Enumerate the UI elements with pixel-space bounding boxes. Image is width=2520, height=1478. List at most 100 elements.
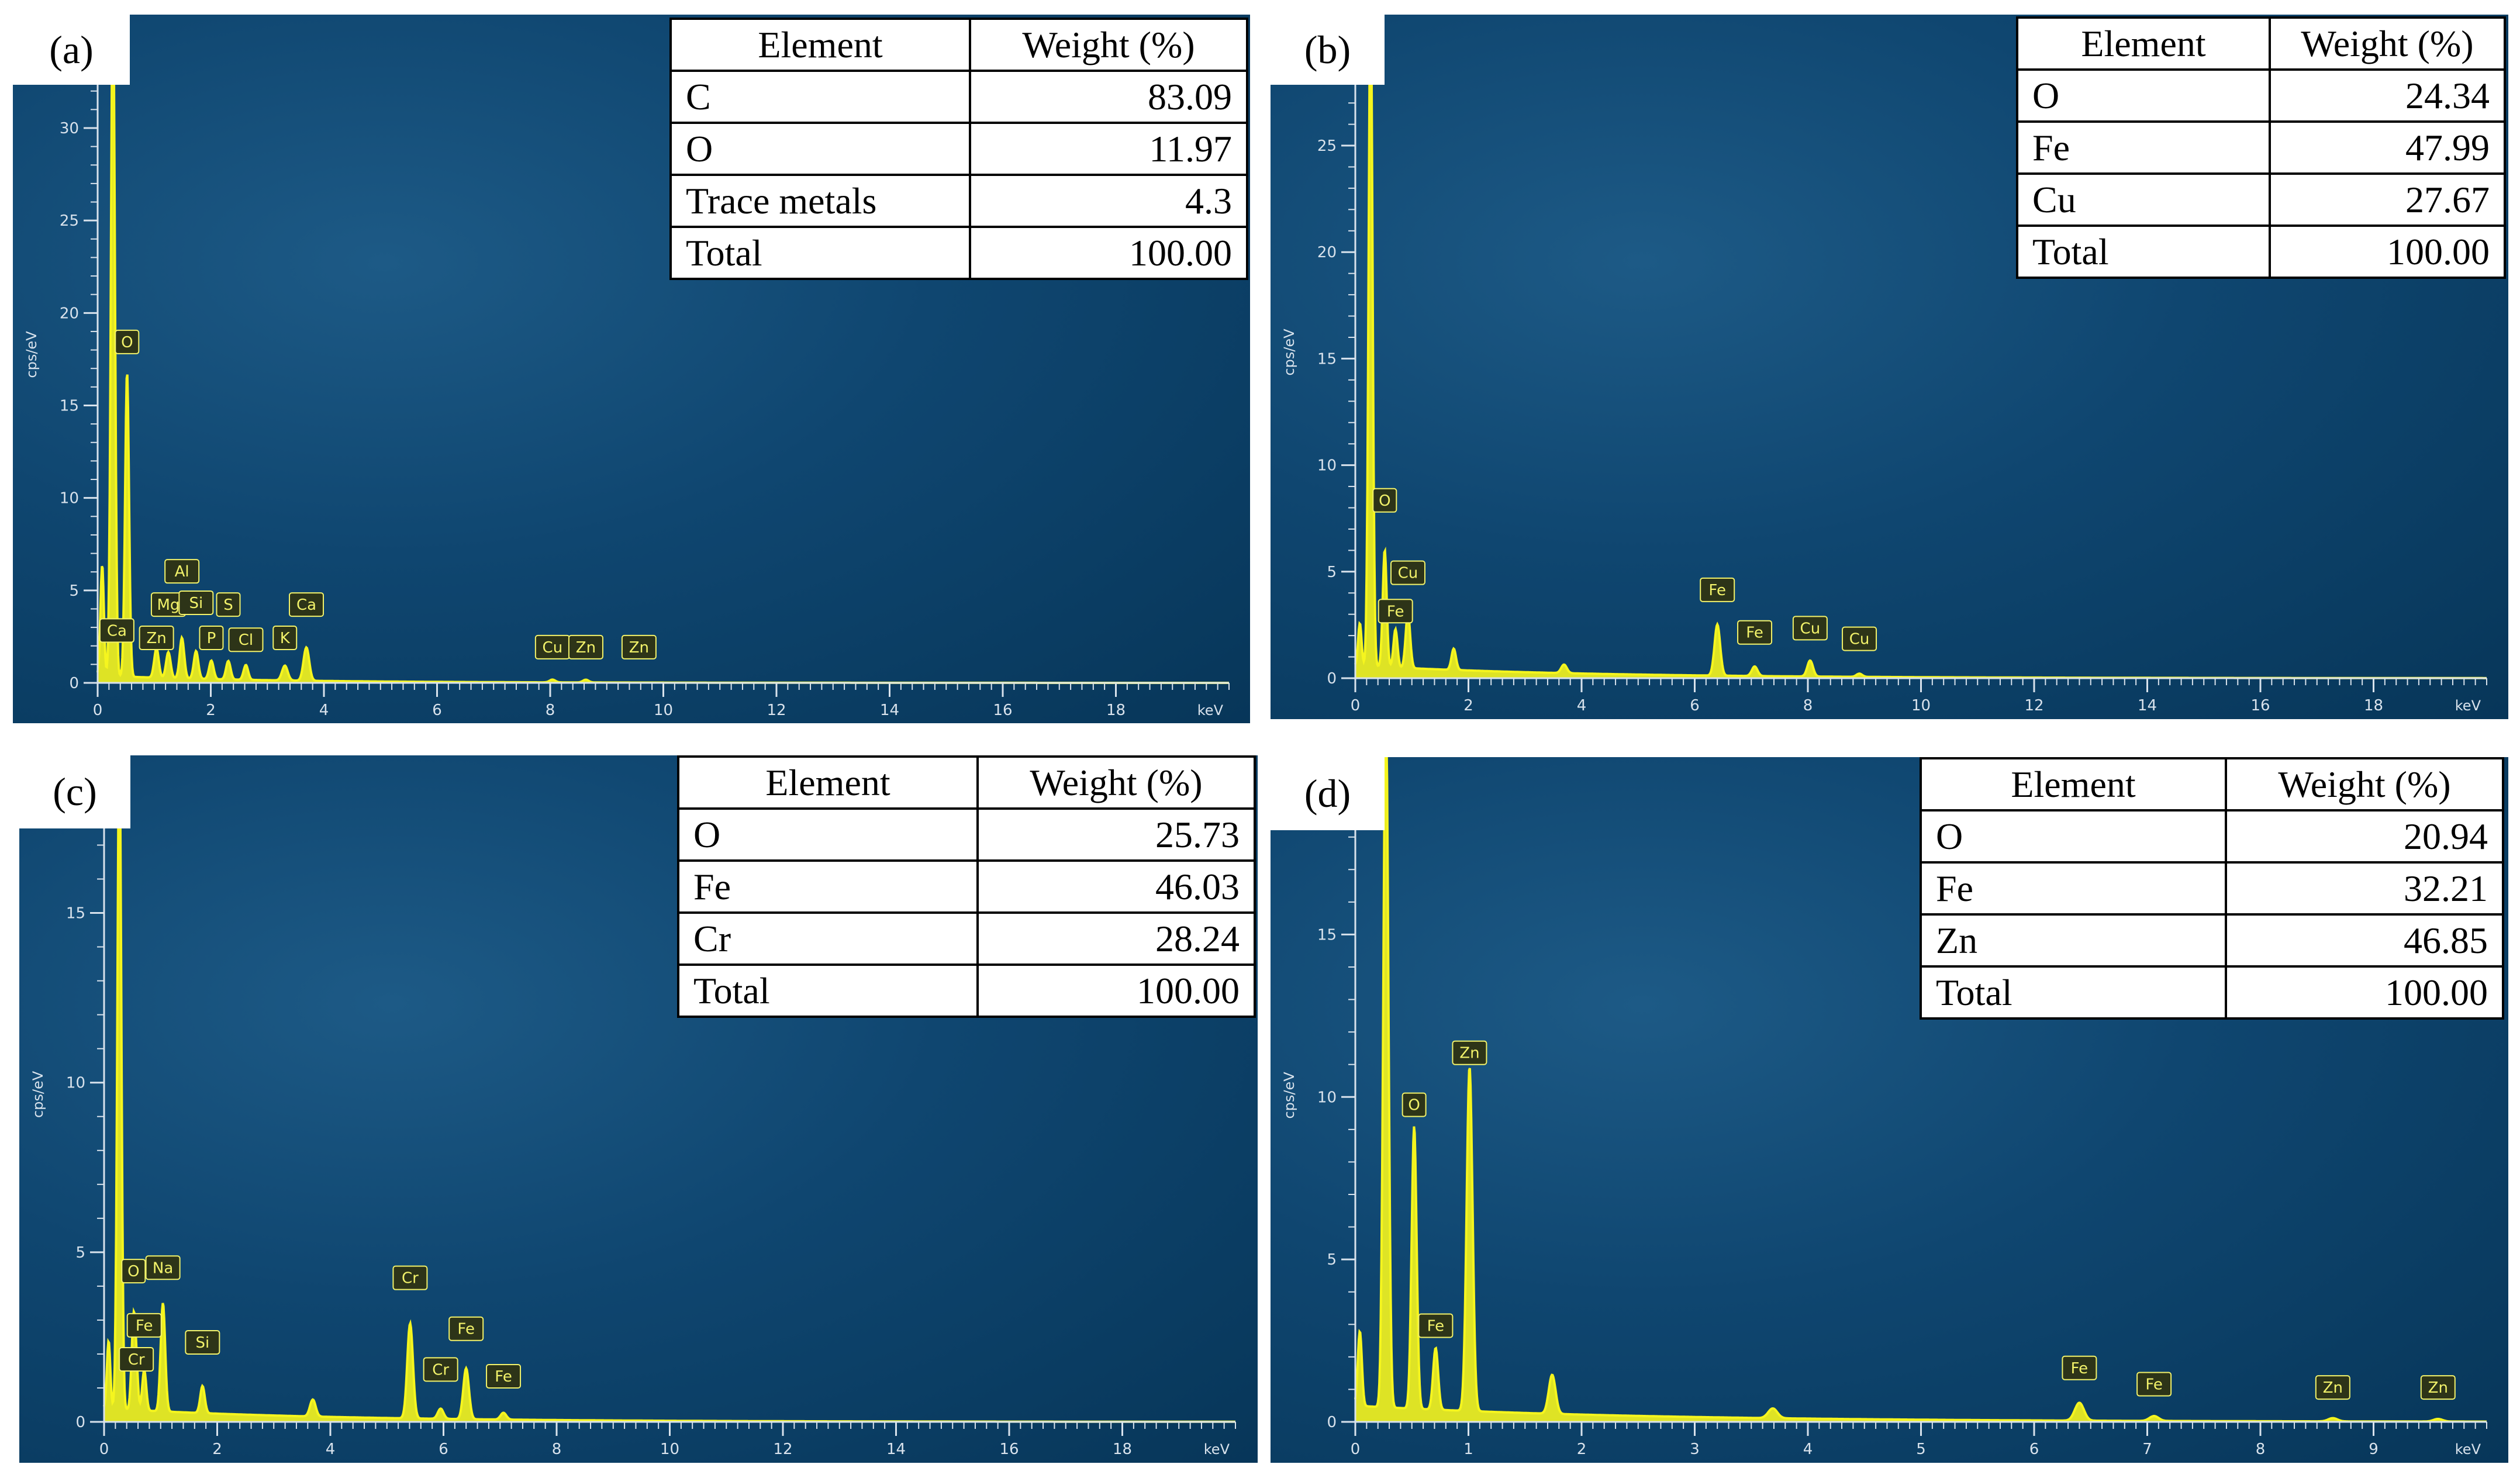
panel-label-b: (b)	[1271, 15, 1385, 85]
table-row: O 24.34	[2016, 68, 2506, 123]
x-axis-label: keV	[1204, 1441, 1230, 1458]
x-tick-label: 18	[1113, 1441, 1132, 1458]
element-tag-box	[1390, 560, 1425, 585]
element-tag-box	[99, 618, 134, 643]
element-tag-label: Mg	[157, 596, 179, 614]
element-tag-box	[228, 627, 264, 652]
element-tag-label: Zn	[576, 639, 596, 657]
element-tag-label: O	[1379, 492, 1390, 510]
element-tag-box	[568, 634, 603, 659]
element-tag-label: Cu	[1800, 620, 1821, 637]
element-tag-label: Cu	[543, 639, 563, 657]
table-row: Total 100.00	[2016, 225, 2506, 279]
element-column-header: Element	[2016, 16, 2271, 71]
y-tick-label: 5	[1327, 564, 1337, 581]
element-tag-label: Cr	[128, 1351, 145, 1369]
element-tag-label: P	[207, 630, 216, 647]
y-tick-label: 10	[1317, 457, 1337, 475]
x-tick-label: 5	[1916, 1441, 1926, 1458]
x-tick-label: 14	[2138, 697, 2157, 714]
element-tag-box	[145, 1255, 181, 1280]
y-axis-label: cps/eV	[1281, 329, 1297, 376]
weight-cell: 32.21	[2225, 861, 2504, 916]
element-tag-box	[423, 1357, 458, 1382]
x-tick-label: 6	[2029, 1441, 2039, 1458]
table-row: Total 100.00	[1920, 965, 2504, 1020]
element-column-header: Element	[1920, 757, 2227, 811]
element-tag-label: Si	[189, 595, 203, 612]
element-cell: Zn	[1920, 913, 2227, 968]
y-axis-label: cps/eV	[1281, 1072, 1297, 1119]
element-tag-label: Ca	[107, 622, 127, 640]
element-tag-box	[1792, 616, 1828, 641]
element-tag-label: Fe	[457, 1321, 475, 1338]
y-tick-label: 0	[69, 675, 79, 692]
x-tick-label: 0	[1351, 697, 1361, 714]
y-tick-label: 20	[1317, 244, 1337, 261]
element-tag-box	[2420, 1375, 2456, 1400]
x-tick-label: 4	[1803, 1441, 1813, 1458]
x-tick-label: 8	[1803, 697, 1813, 714]
table-row: Fe 46.03	[677, 859, 1256, 914]
weight-cell: 100.00	[976, 964, 1256, 1018]
element-cell: O	[1920, 809, 2227, 864]
panel-label-c: (c)	[19, 755, 130, 828]
y-tick-label: 15	[1317, 350, 1337, 368]
x-tick-label: 1	[1463, 1441, 1473, 1458]
element-tag-label: Si	[195, 1334, 209, 1352]
element-cell: C	[669, 70, 971, 124]
element-tag-box	[1737, 620, 1773, 645]
weight-cell: 100.00	[2269, 225, 2506, 279]
x-tick-label: 18	[2364, 697, 2383, 714]
table-header-row: Element Weight (%)	[677, 755, 1256, 810]
y-tick-label: 5	[69, 582, 79, 600]
element-tag-box	[392, 1265, 428, 1290]
element-tag-box	[199, 626, 224, 651]
x-tick-label: 14	[886, 1441, 906, 1458]
element-tag-label: Zn	[2428, 1379, 2448, 1397]
element-tag-box	[2062, 1355, 2097, 1380]
x-tick-label: 2	[206, 702, 216, 719]
element-tag-box	[1842, 626, 1877, 651]
element-cell: Total	[677, 964, 979, 1018]
table-row: Cu 27.67	[2016, 172, 2506, 227]
element-tag-box	[1418, 1313, 1454, 1338]
x-tick-label: 16	[999, 1441, 1019, 1458]
element-tag-label: K	[280, 630, 291, 647]
element-tag-box	[216, 592, 241, 617]
element-cell: Total	[2016, 225, 2271, 279]
element-tag-box	[1378, 599, 1413, 624]
element-tag-box	[178, 590, 214, 615]
element-tag-label: Cl	[239, 631, 253, 649]
element-cell: Trace metals	[669, 174, 971, 228]
weight-cell: 100.00	[969, 226, 1248, 280]
weight-table-c: Element Weight (%) O 25.73 Fe 46.03 Cr 28.2…	[677, 755, 1256, 1018]
element-tag-box	[289, 592, 325, 617]
element-tag-box	[448, 1316, 484, 1341]
element-tag-box	[621, 634, 657, 659]
element-cell: Cu	[2016, 172, 2271, 227]
table-row: O 25.73	[677, 807, 1256, 862]
table-row: C 83.09	[669, 70, 1248, 124]
element-tag-label: Cu	[1849, 631, 1870, 648]
element-tag-box	[119, 1346, 154, 1372]
table-row: Total 100.00	[677, 964, 1256, 1018]
weight-cell: 46.85	[2225, 913, 2504, 968]
weight-cell: 4.3	[969, 174, 1248, 228]
y-tick-label: 10	[60, 490, 79, 507]
table-row: Zn 46.85	[1920, 913, 2504, 968]
weight-column-header: Weight (%)	[2225, 757, 2504, 811]
weight-cell: 24.34	[2269, 68, 2506, 123]
element-tag-label: O	[1408, 1097, 1420, 1114]
x-tick-label: 2	[1577, 1441, 1587, 1458]
x-tick-label: 8	[546, 702, 555, 719]
y-axis-label: cps/eV	[23, 331, 40, 378]
element-tag-box	[1372, 488, 1397, 513]
element-tag-box	[486, 1363, 522, 1389]
weight-cell: 25.73	[976, 807, 1256, 862]
element-tag-box	[121, 1259, 146, 1284]
x-tick-label: 8	[552, 1441, 562, 1458]
element-tag-box	[2315, 1375, 2350, 1400]
weight-cell: 83.09	[969, 70, 1248, 124]
